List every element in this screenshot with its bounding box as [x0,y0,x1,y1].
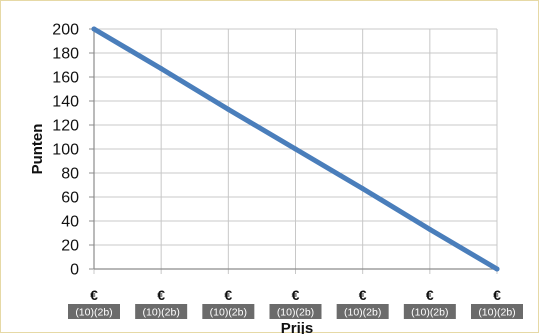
data-point [494,266,500,272]
y-tick-label: 100 [52,142,79,159]
x-tick-badge [336,304,389,319]
y-tick-label: 40 [61,214,79,231]
y-tick-label: 140 [52,94,79,111]
y-tick-label: 80 [61,166,79,183]
data-point [158,66,164,72]
x-axis-title: Prijs [281,320,314,334]
y-tick-label: 0 [70,262,79,279]
x-tick-currency: € [493,287,501,303]
x-tick-currency: € [359,287,367,303]
y-tick-label: 120 [52,118,79,135]
y-tick-label: 200 [52,22,79,39]
x-tick-badge [403,304,456,319]
x-tick-currency: € [224,287,232,303]
x-tick-currency: € [292,287,300,303]
x-tick-currency: € [90,287,98,303]
x-tick-currency: € [157,287,165,303]
data-point [427,226,433,232]
y-tick-label: 60 [61,190,79,207]
y-tick-label: 20 [61,238,79,255]
y-tick-label: 160 [52,70,79,87]
data-point [91,26,97,32]
x-tick-badge [471,304,523,319]
data-point [360,186,366,192]
x-tick-label: (10)(2b) [142,307,179,319]
x-tick-label: (10)(2b) [411,307,448,319]
x-tick-label: (10)(2b) [478,307,515,319]
data-point [225,106,231,112]
x-tick-badge [68,304,120,319]
x-tick-badge [202,304,255,319]
data-point [293,146,298,152]
x-tick-label: (10)(2b) [210,307,247,319]
y-tick-label: 180 [52,46,79,63]
y-axis-title: Punten [29,124,46,175]
x-tick-currency: € [426,287,434,303]
x-tick-badge [269,304,322,319]
x-tick-label: (10)(2b) [75,307,112,319]
x-tick-label: (10)(2b) [277,307,314,319]
x-tick-label: (10)(2b) [344,307,381,319]
x-tick-badge [135,304,188,319]
